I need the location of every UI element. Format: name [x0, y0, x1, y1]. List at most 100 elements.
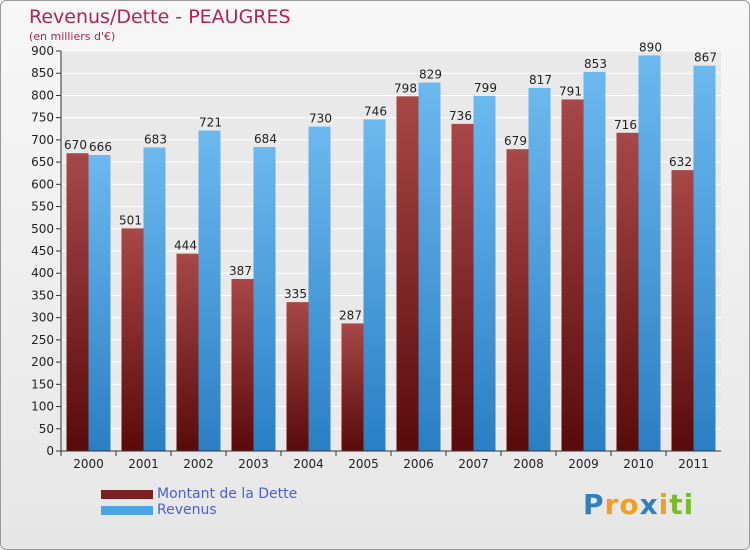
data-label-revenus-2010: 890	[639, 40, 662, 54]
y-tick-label: 400	[31, 266, 54, 280]
x-tick-label: 2003	[238, 457, 269, 471]
chart-title: Revenus/Dette - PEAUGRES	[29, 6, 291, 28]
y-tick-label: 800	[31, 88, 54, 102]
data-label-revenus-2004: 730	[309, 112, 332, 126]
logo-letter: o	[619, 488, 640, 521]
bar-dette-2011	[671, 170, 694, 451]
bar-revenus-2007	[473, 95, 496, 451]
bar-revenus-2008	[528, 87, 551, 451]
data-label-dette-2002: 444	[174, 239, 197, 253]
bar-dette-2000	[66, 153, 89, 451]
y-tick-label: 900	[31, 44, 54, 58]
legend-swatch-revenus	[101, 506, 153, 515]
y-tick-label: 350	[31, 288, 54, 302]
bar-revenus-2010	[638, 55, 661, 451]
data-label-dette-2003: 387	[229, 264, 252, 278]
bar-revenus-2003	[253, 147, 276, 451]
bar-dette-2004	[286, 302, 309, 451]
legend-swatch-dette	[101, 490, 153, 499]
bar-dette-2003	[231, 279, 254, 451]
bars	[66, 55, 716, 452]
data-labels: 670 6665016834447213876843357302877467988…	[64, 40, 717, 322]
data-label-revenus-2006: 829	[419, 68, 442, 82]
bar-dette-2009	[561, 99, 584, 451]
y-axis: 0 50 100 150 200 250 300 350 400 450 500 550 600 650 7…	[31, 44, 62, 458]
bar-revenus-2004	[308, 126, 331, 452]
x-tick-label: 2004	[293, 457, 324, 471]
y-tick-label: 50	[39, 422, 54, 436]
logo-letter: P	[583, 488, 605, 521]
data-label-revenus-2002: 721	[199, 116, 222, 130]
grid-lines	[61, 50, 721, 452]
y-tick-label: 250	[31, 333, 54, 347]
data-label-dette-2001: 501	[119, 213, 142, 227]
x-tick-label: 2000	[73, 457, 104, 471]
x-tick-label: 2006	[403, 457, 434, 471]
bar-revenus-2000	[88, 155, 111, 451]
legend-label-dette: Montant de la Dette	[157, 486, 298, 502]
x-tick-label: 2010	[623, 457, 654, 471]
y-tick-label: 450	[31, 244, 54, 258]
bar-dette-2006	[396, 96, 419, 451]
data-label-revenus-2003: 684	[254, 132, 277, 146]
logo-letter: i	[658, 488, 670, 521]
data-label-dette-2010: 716	[614, 118, 637, 132]
y-tick-label: 0	[46, 444, 54, 458]
data-label-revenus-2005: 746	[364, 104, 387, 118]
y-tick-label: 750	[31, 111, 54, 125]
chart-subtitle: (en milliers d'€)	[29, 30, 116, 43]
y-tick-label: 200	[31, 355, 54, 369]
data-label-revenus-2008: 817	[529, 73, 552, 87]
data-label-dette-2009: 791	[559, 84, 582, 98]
data-label-revenus-2001: 683	[144, 132, 167, 146]
x-tick-label: 2005	[348, 457, 379, 471]
x-tick-label: 2009	[568, 457, 599, 471]
data-label-dette-2004: 335	[284, 287, 307, 301]
data-label-revenus-2007: 799	[474, 81, 497, 95]
x-tick-label: 2002	[183, 457, 214, 471]
bar-revenus-2001	[143, 147, 166, 451]
bar-revenus-2005	[363, 119, 386, 451]
y-tick-label: 150	[31, 377, 54, 391]
data-label-dette-2000: 670	[64, 138, 87, 152]
bar-revenus-2009	[583, 71, 606, 451]
data-label-revenus-2011: 867	[694, 51, 717, 65]
x-tick-label: 2007	[458, 457, 489, 471]
y-tick-label: 550	[31, 200, 54, 214]
legend-label-revenus: Revenus	[157, 502, 217, 518]
y-tick-label: 100	[31, 400, 54, 414]
bar-revenus-2006	[418, 82, 441, 452]
y-tick-label: 300	[31, 311, 54, 325]
data-label-dette-2005: 287	[339, 308, 362, 322]
x-tick-label: 2011	[678, 457, 709, 471]
logo-letter: i	[683, 488, 695, 521]
bar-dette-2010	[616, 132, 639, 451]
logo-letter: x	[639, 488, 659, 521]
data-label-dette-2007: 736	[449, 109, 472, 123]
y-tick-label: 650	[31, 155, 54, 169]
bar-revenus-2002	[198, 130, 221, 452]
bar-revenus-2011	[693, 65, 716, 452]
bar-dette-2007	[451, 123, 474, 451]
x-tick-label: 2001	[128, 457, 159, 471]
y-tick-label: 600	[31, 177, 54, 191]
bar-dette-2005	[341, 323, 364, 451]
bar-dette-2008	[506, 149, 529, 451]
data-label-dette-2006: 798	[394, 81, 417, 95]
data-label-revenus-2000: 666	[89, 140, 112, 154]
bar-dette-2001	[121, 228, 144, 451]
data-label-dette-2011: 632	[669, 155, 692, 169]
proxiti-logo: Proxiti	[583, 488, 694, 521]
y-tick-label: 700	[31, 133, 54, 147]
y-tick-label: 850	[31, 66, 54, 80]
y-tick-label: 500	[31, 222, 54, 236]
logo-letter: r	[604, 488, 620, 521]
bar-dette-2002	[176, 253, 199, 451]
logo-letter: t	[669, 488, 684, 521]
x-tick-label: 2008	[513, 457, 544, 471]
x-axis: 2000 2001 2002 2003 2004 2005 2006 2007 2008 2009…	[60, 450, 721, 471]
data-label-dette-2008: 679	[504, 134, 527, 148]
data-label-revenus-2009: 853	[584, 57, 607, 71]
